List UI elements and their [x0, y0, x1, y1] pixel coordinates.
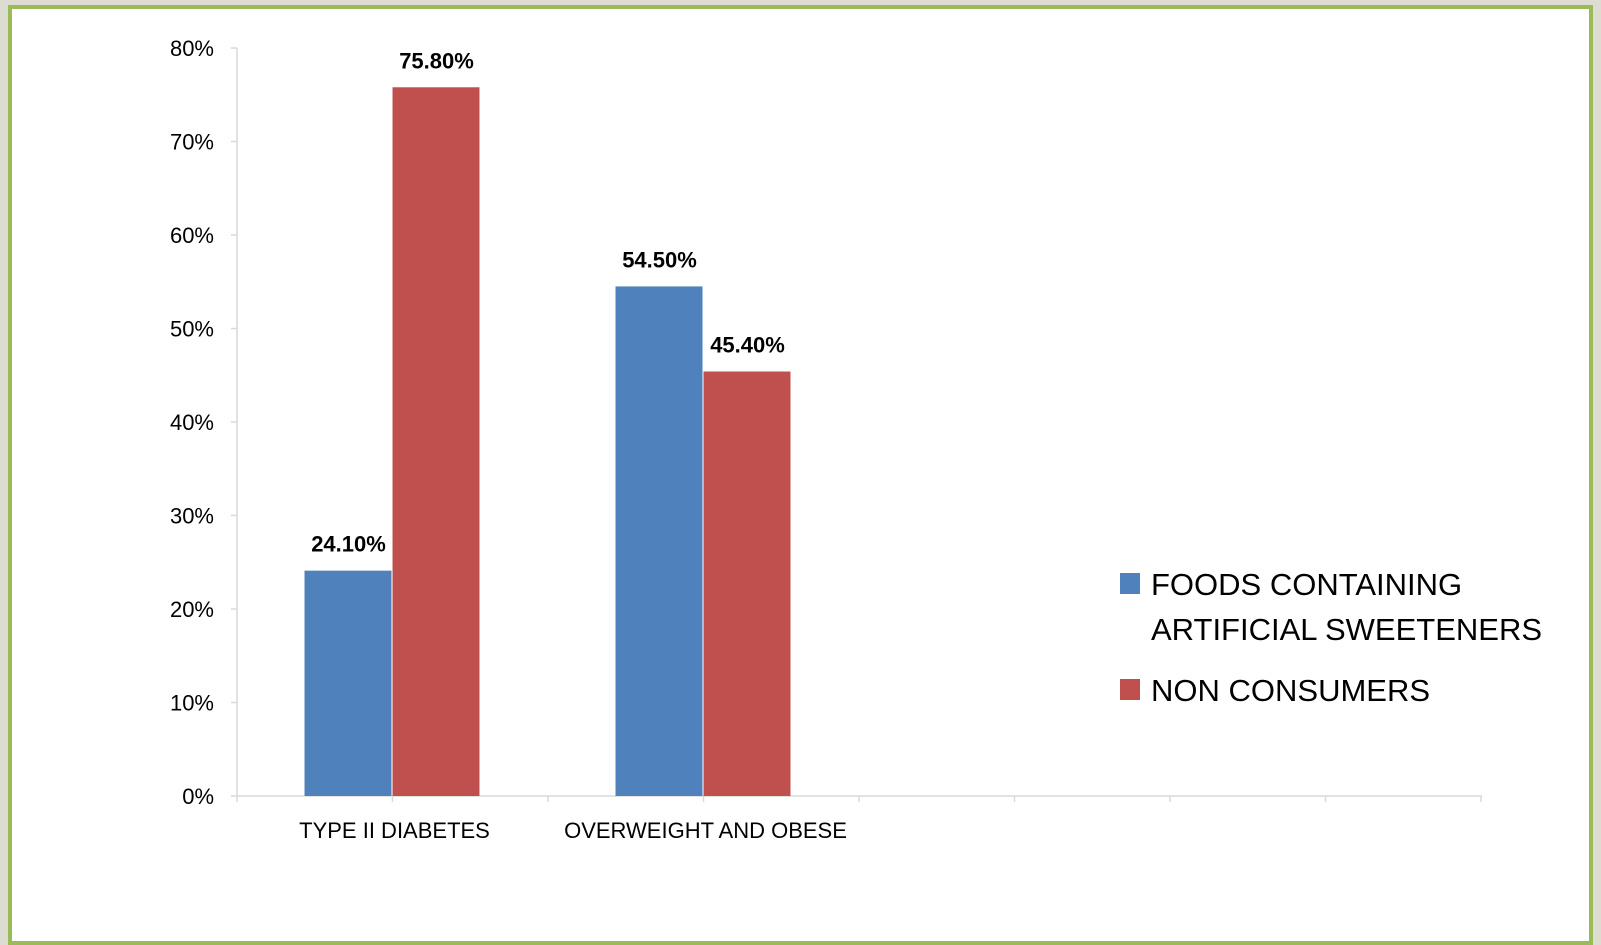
y-tick-label: 30% — [170, 504, 214, 529]
data-label: 24.10% — [311, 532, 386, 557]
bar — [615, 286, 703, 796]
legend: FOODS CONTAINING ARTIFICIAL SWEETENERS NON… — [1120, 567, 1542, 708]
chart-frame — [8, 5, 1593, 945]
y-tick-label: 80% — [170, 36, 214, 61]
y-tick-label: 40% — [170, 410, 214, 435]
y-tick-label: 0% — [182, 784, 214, 809]
x-category-label: OVERWEIGHT AND OBESE — [564, 818, 847, 843]
y-tick-label: 20% — [170, 597, 214, 622]
data-label: 54.50% — [622, 247, 697, 272]
legend-label: NON CONSUMERS — [1151, 673, 1430, 708]
y-tick-label: 10% — [170, 691, 214, 716]
y-tick-label: 70% — [170, 130, 214, 155]
bars-layer — [304, 87, 791, 796]
labels-layer: 24.10% 54.50% 75.80% 45.40% — [311, 48, 785, 556]
y-tick-label: 50% — [170, 317, 214, 342]
data-label: 45.40% — [710, 333, 785, 358]
legend-label: ARTIFICIAL SWEETENERS — [1151, 612, 1542, 647]
bar — [304, 570, 392, 796]
x-category-label: TYPE II DIABETES — [299, 818, 490, 843]
legend-swatch — [1120, 573, 1140, 594]
bar — [703, 371, 791, 796]
data-label: 75.80% — [399, 48, 474, 73]
legend-swatch — [1120, 679, 1140, 700]
y-tick-label: 60% — [170, 223, 214, 248]
legend-label: FOODS CONTAINING — [1151, 567, 1462, 602]
bar — [392, 87, 480, 796]
